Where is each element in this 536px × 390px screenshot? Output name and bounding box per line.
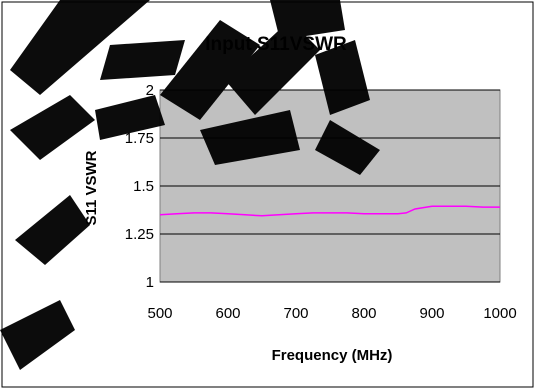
x-tick-label: 500 <box>147 305 172 322</box>
y-tick-label: 1.25 <box>125 226 154 243</box>
y-tick-label: 1 <box>146 274 154 291</box>
y-axis-ticks: 1 1.25 1.5 1.75 2 <box>125 82 154 291</box>
x-axis-ticks: 500 600 700 800 900 1000 <box>147 305 516 322</box>
series-layer <box>159 205 500 217</box>
y-tick-label: 1.75 <box>125 130 154 147</box>
x-axis-title: Frequency (MHz) <box>272 347 393 364</box>
x-tick-label: 800 <box>351 305 376 322</box>
y-tick-label: 2 <box>146 82 154 99</box>
watermark-strokes <box>0 0 380 370</box>
x-tick-label: 700 <box>283 305 308 322</box>
y-tick-label: 1.5 <box>133 178 154 195</box>
x-tick-label: 900 <box>419 305 444 322</box>
y-axis-title: S11 VSWR <box>83 150 100 225</box>
series-line-0 <box>159 205 500 217</box>
x-tick-label: 1000 <box>483 305 516 322</box>
x-tick-label: 600 <box>215 305 240 322</box>
